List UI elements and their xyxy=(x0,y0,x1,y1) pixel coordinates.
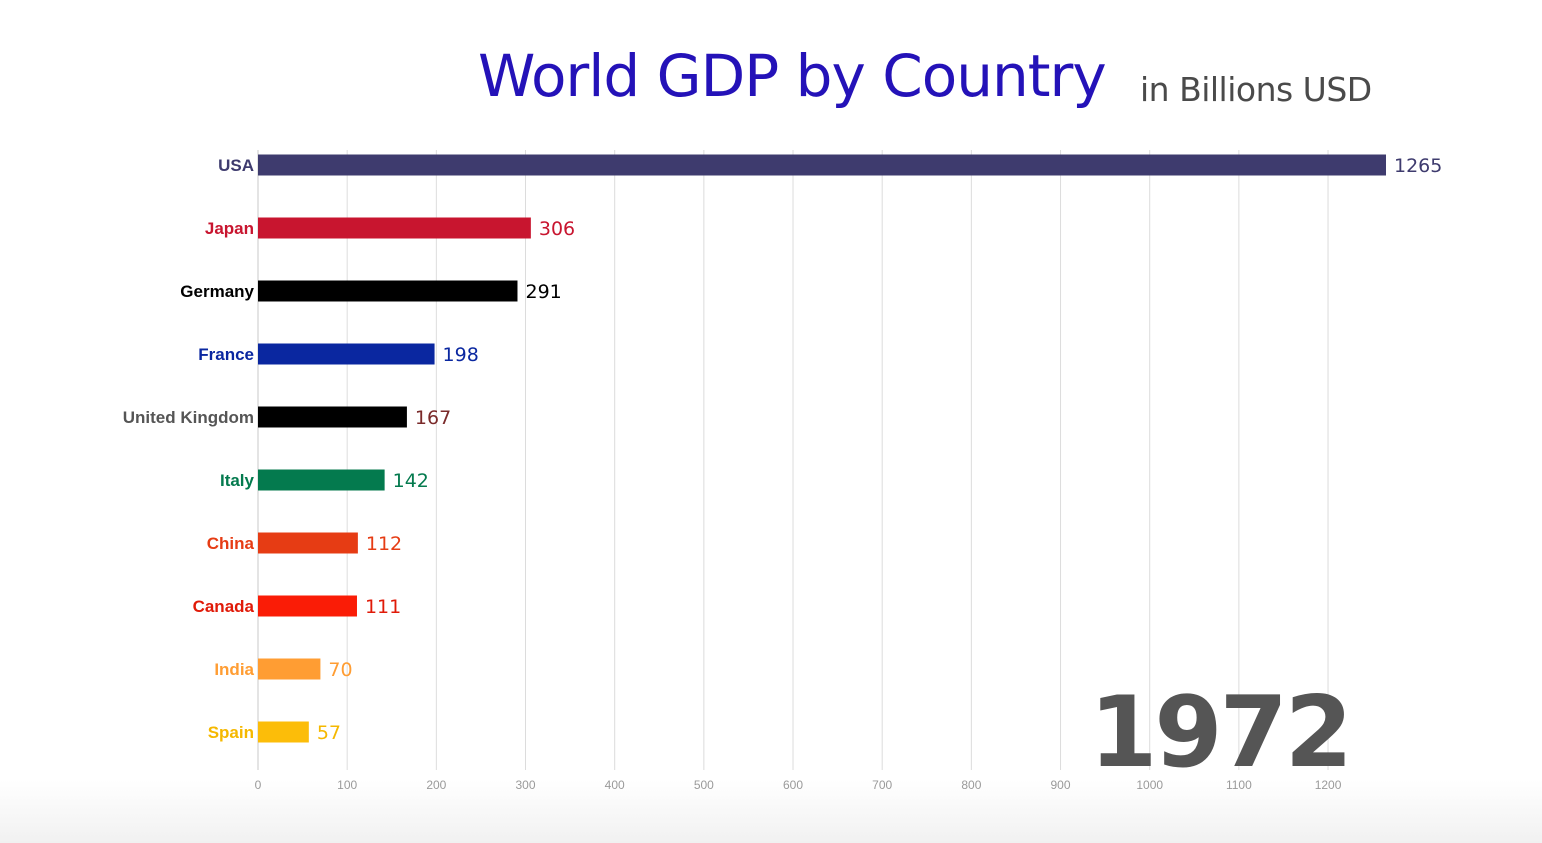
x-tick-label: 200 xyxy=(426,778,446,792)
x-tick-label: 500 xyxy=(694,778,714,792)
category-label: Italy xyxy=(220,471,255,490)
value-label: 291 xyxy=(525,281,561,303)
year-label: 1972 xyxy=(1089,676,1353,790)
bar xyxy=(258,721,309,743)
x-tick-label: 900 xyxy=(1051,778,1071,792)
bar xyxy=(258,532,358,554)
category-label: Canada xyxy=(193,597,255,616)
x-tick-label: 400 xyxy=(605,778,625,792)
bar xyxy=(258,469,385,491)
x-tick-label: 0 xyxy=(255,778,262,792)
category-label: France xyxy=(198,345,254,364)
x-tick-label: 1000 xyxy=(1136,778,1163,792)
category-label: Germany xyxy=(180,282,254,301)
category-label: Spain xyxy=(208,723,254,742)
value-label: 142 xyxy=(393,470,429,492)
value-label: 57 xyxy=(317,722,341,744)
x-tick-label: 700 xyxy=(872,778,892,792)
bar xyxy=(258,343,435,365)
chart-title: World GDP by Country xyxy=(478,42,1107,110)
bar xyxy=(258,280,518,302)
category-label: USA xyxy=(218,156,254,175)
x-tick-label: 1100 xyxy=(1226,778,1252,792)
bar xyxy=(258,154,1386,176)
bar xyxy=(258,217,531,239)
value-label: 1265 xyxy=(1394,155,1442,177)
category-label: United Kingdom xyxy=(123,408,254,427)
category-label: Japan xyxy=(205,219,254,238)
value-label: 111 xyxy=(365,596,401,618)
value-label: 198 xyxy=(443,344,479,366)
bar xyxy=(258,595,357,617)
bar xyxy=(258,406,407,428)
value-label: 112 xyxy=(366,533,402,555)
x-tick-label: 100 xyxy=(337,778,357,792)
category-label: India xyxy=(214,660,254,679)
bar xyxy=(258,658,321,680)
chart-subtitle: in Billions USD xyxy=(1140,70,1372,109)
x-tick-label: 600 xyxy=(783,778,803,792)
category-label: China xyxy=(207,534,255,553)
x-tick-label: 1200 xyxy=(1315,778,1342,792)
value-label: 306 xyxy=(539,218,575,240)
value-label: 167 xyxy=(415,407,451,429)
x-tick-label: 300 xyxy=(515,778,535,792)
value-label: 70 xyxy=(328,659,352,681)
x-tick-label: 800 xyxy=(961,778,981,792)
